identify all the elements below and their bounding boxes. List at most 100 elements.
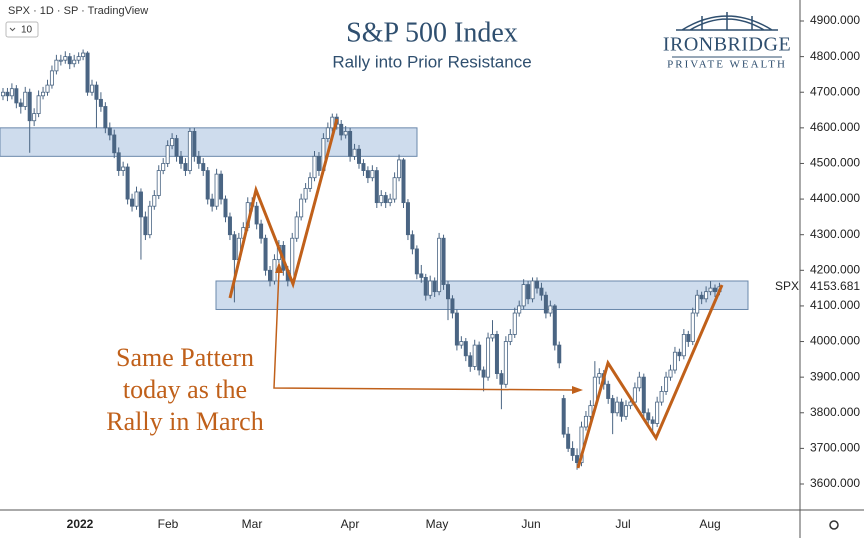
candle-body: [597, 373, 602, 378]
candle-body: [472, 344, 477, 367]
candle-body: [214, 173, 219, 207]
x-tick-label: Jul: [615, 517, 630, 531]
candle-body: [570, 447, 575, 456]
candle-body: [58, 59, 63, 62]
candle-body: [575, 455, 580, 464]
y-tick-label: 4800.000: [810, 49, 860, 63]
candle-body: [499, 373, 504, 385]
candle-body: [583, 415, 588, 428]
candle-body: [641, 376, 646, 414]
candle-body: [63, 56, 68, 61]
candle-body: [192, 131, 197, 157]
arrow-line: [273, 269, 575, 391]
candle-body: [174, 138, 179, 157]
candle-body: [303, 187, 308, 200]
candle-body: [49, 70, 54, 86]
candle-body: [294, 216, 299, 239]
candle-body: [503, 341, 508, 385]
candle-body: [704, 291, 709, 300]
candle-body: [548, 305, 553, 314]
candle-body: [290, 237, 295, 282]
candle-body: [552, 305, 557, 346]
y-tick-label: 4300.000: [810, 227, 860, 241]
candle-body: [615, 401, 620, 414]
candle-body: [267, 269, 272, 282]
candle-body: [90, 84, 95, 93]
candle-body: [490, 334, 495, 339]
candle-body: [481, 369, 486, 378]
candle-body: [232, 234, 237, 261]
candle-body: [526, 284, 531, 300]
chart-title: S&P 500 Index: [346, 17, 518, 48]
interval-box[interactable]: [5, 21, 39, 38]
arrow-head: [275, 262, 283, 273]
axis-labels: 3600.000 3700.000 3800.000 3900.000 4000.000…: [67, 13, 861, 531]
candle-body: [219, 173, 224, 200]
x-tick-label: Feb: [158, 517, 179, 531]
logo-tagline: Private Wealth: [667, 59, 787, 71]
annotation-line: Rally in March: [106, 407, 263, 436]
logo-name: IronBridge: [663, 34, 791, 56]
candle-body: [325, 127, 330, 139]
header: SPX · 1D · SP · TradingView: [8, 5, 148, 17]
candle-body: [85, 52, 90, 93]
candle-body: [459, 341, 464, 346]
candle-body: [201, 163, 206, 171]
candle-body: [388, 198, 393, 204]
candle-body: [530, 280, 535, 300]
candle-body: [508, 334, 513, 342]
y-tick-label: 4400.000: [810, 191, 860, 205]
candle-body: [356, 148, 361, 164]
candle-body: [343, 131, 348, 136]
candle-body: [348, 131, 353, 157]
candle-body: [486, 337, 491, 378]
candle-body: [619, 401, 624, 417]
candle-body: [668, 369, 673, 378]
candle-body: [339, 123, 344, 136]
candle-body: [183, 163, 188, 171]
candle-body: [686, 334, 691, 342]
candle-body: [401, 159, 406, 204]
candle-body: [196, 155, 201, 164]
candle-body: [450, 298, 455, 314]
candle-body: [383, 195, 388, 204]
y-tick-label: 4200.000: [810, 262, 860, 276]
candle-body: [147, 205, 152, 236]
candle-body: [646, 412, 651, 421]
candle-body: [5, 91, 10, 97]
candle-body: [54, 59, 59, 72]
y-tick-label: 4500.000: [810, 156, 860, 170]
candle-body: [130, 198, 135, 207]
chart-subtitle: Rally into Prior Resistance: [332, 52, 531, 71]
candle-body: [463, 341, 468, 357]
candle-body: [312, 155, 317, 179]
candle-body: [561, 398, 566, 435]
candle-body: [170, 138, 175, 147]
candle-body: [628, 401, 633, 407]
candle-body: [713, 287, 718, 293]
candle-body: [405, 202, 410, 236]
candle-body: [677, 351, 682, 357]
candle-body: [254, 205, 259, 225]
candle-body: [374, 170, 379, 204]
candle-body: [330, 116, 335, 129]
settings-icon[interactable]: [829, 520, 839, 530]
candle-body: [521, 284, 526, 307]
candle-body: [138, 191, 143, 218]
candle-body: [423, 277, 428, 296]
y-tick-label: 3700.000: [810, 441, 860, 455]
candle-body: [352, 148, 357, 157]
candle-body: [205, 170, 210, 200]
candle-body: [187, 131, 192, 171]
candle-body: [76, 56, 81, 61]
candle-body: [272, 259, 277, 282]
candle-body: [98, 98, 103, 107]
candle-body: [223, 198, 228, 218]
candle-body: [121, 166, 126, 171]
last-price-label: 4153.681: [810, 279, 860, 293]
x-tick-label: Aug: [699, 517, 720, 531]
x-tick-label: Mar: [242, 517, 263, 531]
interval-value: 10: [21, 25, 33, 36]
x-tick-label: Apr: [341, 517, 360, 531]
